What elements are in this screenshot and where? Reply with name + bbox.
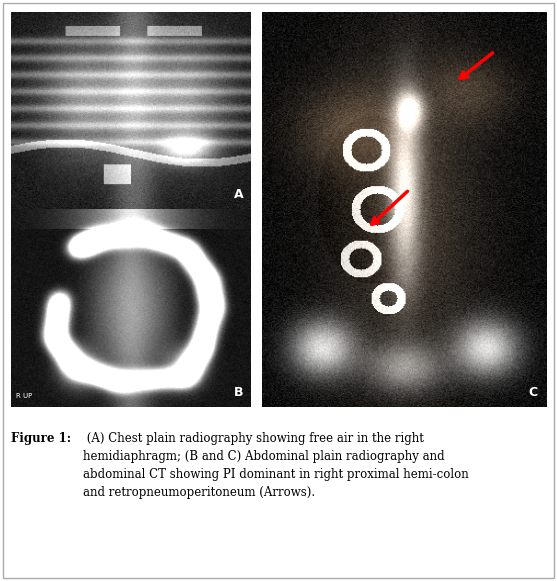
Text: B: B xyxy=(234,386,243,399)
Text: R UP: R UP xyxy=(16,393,32,399)
Text: C: C xyxy=(528,386,538,399)
Text: A: A xyxy=(234,188,243,201)
Text: Figure 1:: Figure 1: xyxy=(11,432,71,444)
Text: (A) Chest plain radiography showing free air in the right
hemidiaphragm; (B and : (A) Chest plain radiography showing free… xyxy=(84,432,469,498)
